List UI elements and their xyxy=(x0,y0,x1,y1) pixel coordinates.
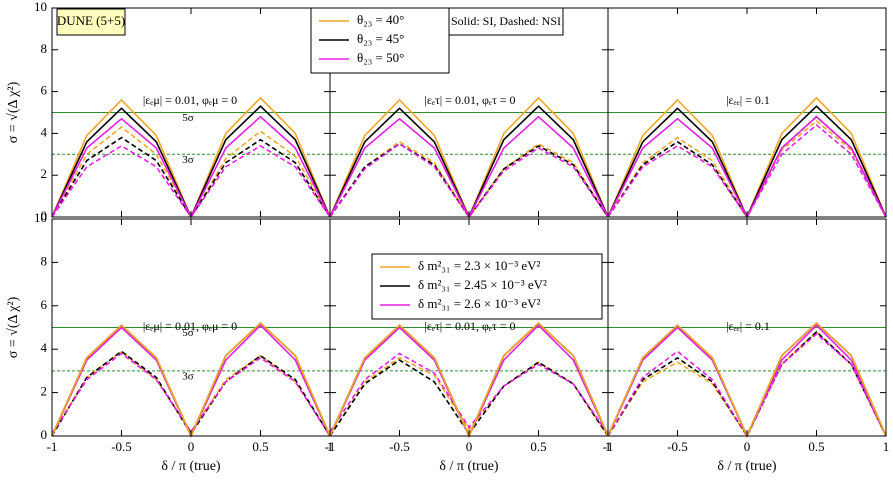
curve xyxy=(607,105,887,219)
legend-note: Solid: SI, Dashed: NSI xyxy=(451,14,561,28)
tag: DUNE (5+5) xyxy=(57,13,125,28)
y-tick-label: 4 xyxy=(41,340,48,355)
curve xyxy=(607,324,887,438)
x-tick-label: 0.5 xyxy=(530,439,546,454)
curve xyxy=(329,142,609,219)
curve xyxy=(607,115,887,219)
curve xyxy=(51,352,331,437)
reference-label: 5σ xyxy=(182,327,194,339)
curve xyxy=(51,350,331,437)
y-axis-label: σ = √(Δ χ²) xyxy=(6,81,21,143)
curve xyxy=(51,126,331,219)
curve xyxy=(51,115,331,219)
reference-label: 3σ xyxy=(182,154,194,166)
panel-frame xyxy=(607,218,887,437)
reference-label: 3σ xyxy=(182,370,194,382)
x-tick-label: 0 xyxy=(466,439,473,454)
legend-label: θ₂₃ = 40° xyxy=(357,12,404,27)
legend-label: θ₂₃ = 45° xyxy=(357,31,404,46)
annotation: |εₑμ| = 0.01, φₑμ = 0 xyxy=(143,93,237,107)
y-tick-label: 10 xyxy=(34,210,47,225)
x-tick-label: 0.5 xyxy=(808,439,824,454)
curve xyxy=(51,350,331,437)
curve xyxy=(329,140,609,219)
y-axis-label: σ = √(Δ χ²) xyxy=(6,296,21,358)
annotation: |εₑτ| = 0.01, φₑτ = 0 xyxy=(424,319,515,333)
y-tick-label: 6 xyxy=(41,297,48,312)
legend-label: θ₂₃ = 50° xyxy=(357,50,404,65)
curve xyxy=(51,136,331,219)
x-axis-label: δ / π (true) xyxy=(717,459,776,474)
x-axis-label: δ / π (true) xyxy=(439,459,498,474)
x-tick-label: -0.5 xyxy=(111,439,132,454)
x-tick-label: -0.5 xyxy=(389,439,410,454)
legend-label: δ m²₃₁ = 2.45 × 10⁻³ eV² xyxy=(418,277,547,292)
x-tick-label: 1 xyxy=(605,439,612,454)
y-tick-label: 4 xyxy=(41,124,48,139)
y-tick-label: 0 xyxy=(41,208,48,223)
x-tick-label: -0.5 xyxy=(667,439,688,454)
x-tick-label: 1 xyxy=(883,439,890,454)
curve xyxy=(329,142,609,219)
y-tick-label: 8 xyxy=(41,253,48,268)
y-tick-label: 2 xyxy=(41,384,48,399)
x-axis-label: δ / π (true) xyxy=(161,459,220,474)
annotation: |εₑτ| = 0.01, φₑτ = 0 xyxy=(424,93,515,107)
x-tick-label: 0 xyxy=(744,439,751,454)
curve xyxy=(329,356,609,437)
curve xyxy=(329,352,609,435)
x-tick-label: -1 xyxy=(47,439,58,454)
y-tick-label: 2 xyxy=(41,166,48,181)
y-tick-label: 8 xyxy=(41,41,48,56)
curve xyxy=(607,322,887,438)
curve xyxy=(329,96,609,220)
y-tick-label: 0 xyxy=(41,427,48,442)
annotation: |εₑₑ| = 0.1 xyxy=(726,93,770,107)
x-tick-label: -1 xyxy=(325,439,336,454)
y-tick-label: 10 xyxy=(34,0,47,14)
x-tick-label: 1 xyxy=(327,439,334,454)
annotation: |εₑₑ| = 0.1 xyxy=(726,319,770,333)
panel-frame xyxy=(607,7,887,218)
curve xyxy=(607,332,887,438)
x-tick-label: -1 xyxy=(603,439,614,454)
curve xyxy=(329,359,609,437)
curve xyxy=(607,330,887,438)
legend-label: δ m²₃₁ = 2.6 × 10⁻³ eV² xyxy=(418,296,541,311)
curve xyxy=(329,115,609,219)
curve xyxy=(607,322,887,438)
curve xyxy=(607,330,887,438)
curve xyxy=(607,115,887,219)
x-tick-label: 0 xyxy=(188,439,195,454)
tag-box xyxy=(56,8,126,36)
reference-label: 5σ xyxy=(182,112,194,124)
annotation: |εₑμ| = 0.01, φₑμ = 0 xyxy=(143,319,237,333)
note-box xyxy=(448,7,564,36)
y-tick-label: 6 xyxy=(41,83,48,98)
x-tick-label: 0.5 xyxy=(252,439,268,454)
curve xyxy=(607,123,887,219)
legend-box xyxy=(371,253,603,320)
legend-label: δ m²₃₁ = 2.3 × 10⁻³ eV² xyxy=(418,258,541,273)
